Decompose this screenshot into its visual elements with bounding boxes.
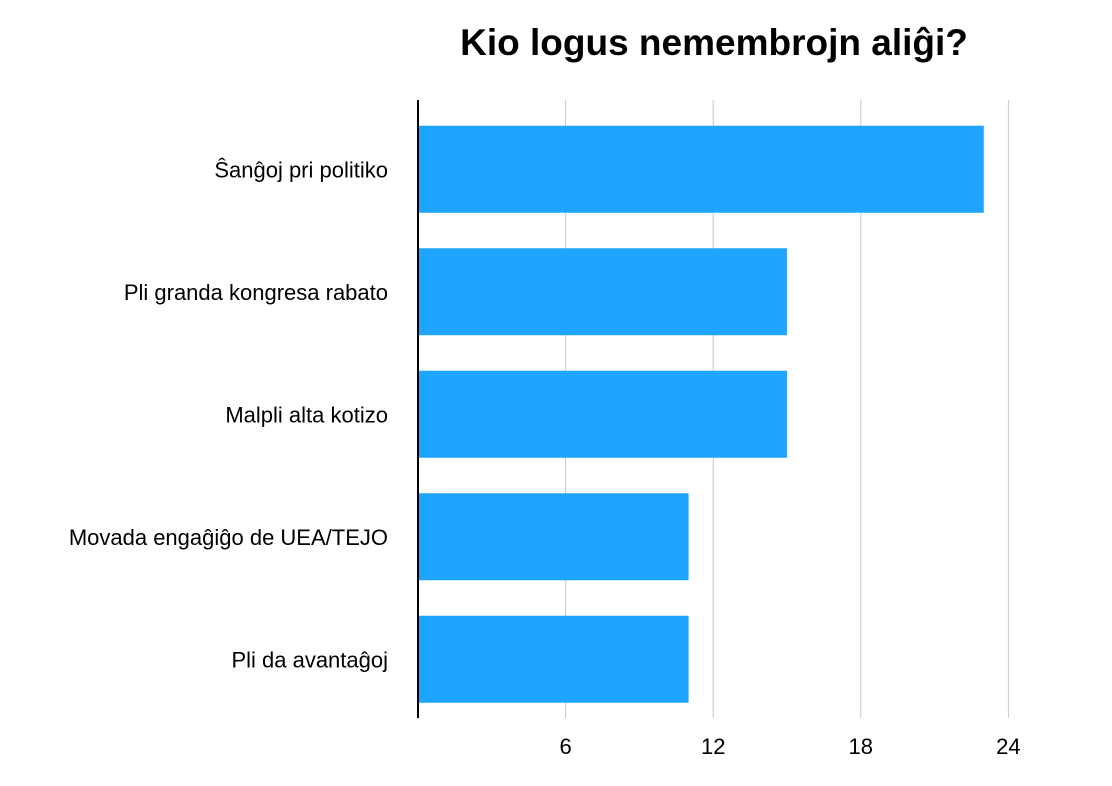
x-tick-label: 18 [849,734,873,759]
bar-4 [419,615,689,703]
bar-1 [419,248,787,336]
x-tick-label: 12 [701,734,725,759]
category-label: Pli da avantaĝoj [231,647,388,672]
category-labels: Ŝanĝoj pri politiko Pli granda kongresa r… [69,157,388,672]
x-tick-label: 6 [559,734,571,759]
category-label: Movada engaĝiĝo de UEA/TEJO [69,525,388,550]
bar-3 [419,493,689,581]
x-tick-label: 24 [996,734,1020,759]
category-label: Ŝanĝoj pri politiko [214,157,388,182]
x-tick-labels: 6 12 18 24 [559,734,1020,759]
bar-2 [419,370,787,458]
bar-0 [419,125,984,213]
bars [419,125,984,703]
category-label: Pli granda kongresa rabato [124,280,388,305]
chart-title: Kio logus nemembrojn aliĝi? [460,22,968,63]
category-label: Malpli alta kotizo [225,402,388,427]
